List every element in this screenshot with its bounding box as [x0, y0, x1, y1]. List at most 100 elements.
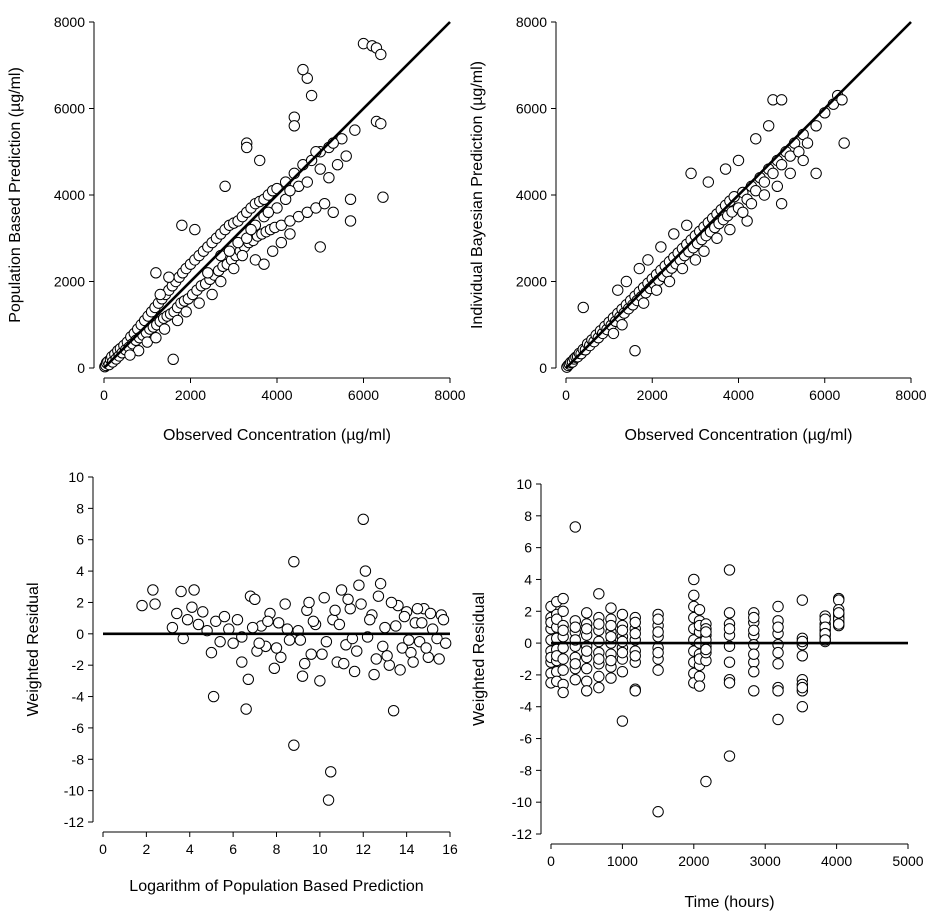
data-point	[316, 648, 328, 660]
x-tick-label: 16	[442, 841, 458, 857]
data-point	[344, 215, 357, 227]
data-point	[296, 670, 309, 682]
data-point	[833, 607, 845, 619]
data-point	[375, 48, 387, 61]
data-point	[593, 588, 605, 600]
data-point	[557, 664, 569, 676]
x-tick-label: 0	[100, 387, 108, 403]
data-point	[305, 648, 317, 660]
y-tick-label: 8000	[54, 14, 85, 30]
y-tick-label: 6000	[54, 101, 85, 117]
y-tick-label: 2000	[54, 274, 85, 290]
data-point	[202, 267, 214, 279]
data-point	[616, 319, 628, 331]
data-point	[758, 176, 771, 188]
reference-line	[565, 21, 912, 369]
data-point	[775, 159, 788, 171]
y-tick-label: 6	[76, 532, 84, 548]
data-point	[723, 607, 736, 619]
y-tick-label: 10	[516, 476, 532, 492]
y-tick-label: 0	[76, 626, 84, 642]
data-point	[748, 611, 760, 624]
x-tick-label: 4000	[821, 853, 852, 869]
data-point	[181, 614, 194, 626]
data-point	[439, 637, 452, 649]
data-point	[605, 619, 617, 632]
x-tick-label: 8	[273, 841, 281, 857]
data-point	[772, 621, 784, 633]
data-point	[284, 228, 296, 240]
data-point	[569, 521, 581, 533]
y-tick-label: 2000	[516, 274, 547, 290]
data-point	[318, 592, 330, 604]
data-point	[227, 637, 239, 649]
data-point	[374, 577, 387, 590]
data-point	[810, 167, 822, 180]
data-point	[351, 645, 363, 657]
x-axis-label: Observed Concentration (µg/ml)	[163, 427, 391, 444]
y-tick-label: -12	[512, 826, 532, 842]
data-point	[557, 686, 569, 699]
data-point	[175, 585, 187, 598]
y-tick-label: 10	[68, 469, 84, 485]
data-point	[796, 594, 809, 606]
data-point	[377, 191, 389, 203]
x-tick-label: 6	[229, 841, 237, 857]
data-point	[748, 624, 760, 637]
data-point	[581, 607, 593, 619]
y-tick-label: 0	[539, 360, 547, 376]
data-point	[171, 314, 184, 327]
data-point	[214, 635, 226, 648]
data-point	[581, 645, 593, 657]
data-point	[147, 584, 159, 596]
x-axis-label: Observed Concentration (µg/ml)	[625, 427, 853, 444]
y-tick-label: -4	[72, 689, 85, 705]
data-point	[236, 249, 249, 262]
data-point	[700, 643, 712, 656]
data-point	[297, 63, 309, 76]
data-point	[245, 223, 257, 236]
data-point	[272, 617, 285, 629]
data-point	[732, 154, 745, 167]
data-point	[314, 241, 326, 253]
data-point	[593, 681, 605, 694]
data-point	[398, 610, 411, 623]
data-point	[262, 615, 274, 627]
data-point	[668, 228, 680, 240]
data-point	[381, 650, 393, 662]
data-point	[616, 715, 629, 727]
data-point	[593, 653, 605, 665]
data-point	[342, 593, 354, 606]
data-point	[383, 659, 395, 671]
data-point	[407, 656, 419, 668]
data-point	[124, 349, 136, 361]
data-point	[357, 513, 369, 526]
data-point	[681, 219, 693, 231]
data-point	[379, 621, 391, 634]
x-tick-label: 2000	[678, 853, 709, 869]
data-point	[711, 232, 723, 244]
data-point	[231, 614, 244, 626]
data-point	[723, 623, 736, 635]
y-tick-label: 8	[76, 500, 84, 516]
data-point	[745, 197, 758, 210]
data-point	[762, 120, 775, 132]
data-point	[616, 666, 629, 678]
data-point	[189, 223, 201, 236]
data-point	[150, 332, 162, 344]
data-point	[284, 184, 296, 197]
data-point	[724, 223, 736, 236]
data-point	[218, 610, 231, 623]
reference-line	[103, 21, 451, 369]
data-point	[775, 94, 788, 106]
data-point	[702, 176, 715, 188]
data-point	[633, 262, 646, 275]
data-point	[801, 137, 814, 149]
data-point	[370, 653, 382, 665]
data-point	[368, 668, 380, 681]
data-point	[307, 615, 320, 627]
data-point	[206, 288, 218, 301]
x-tick-label: 3000	[750, 853, 781, 869]
x-tick-label: 2000	[637, 387, 668, 403]
data-point	[723, 656, 736, 668]
